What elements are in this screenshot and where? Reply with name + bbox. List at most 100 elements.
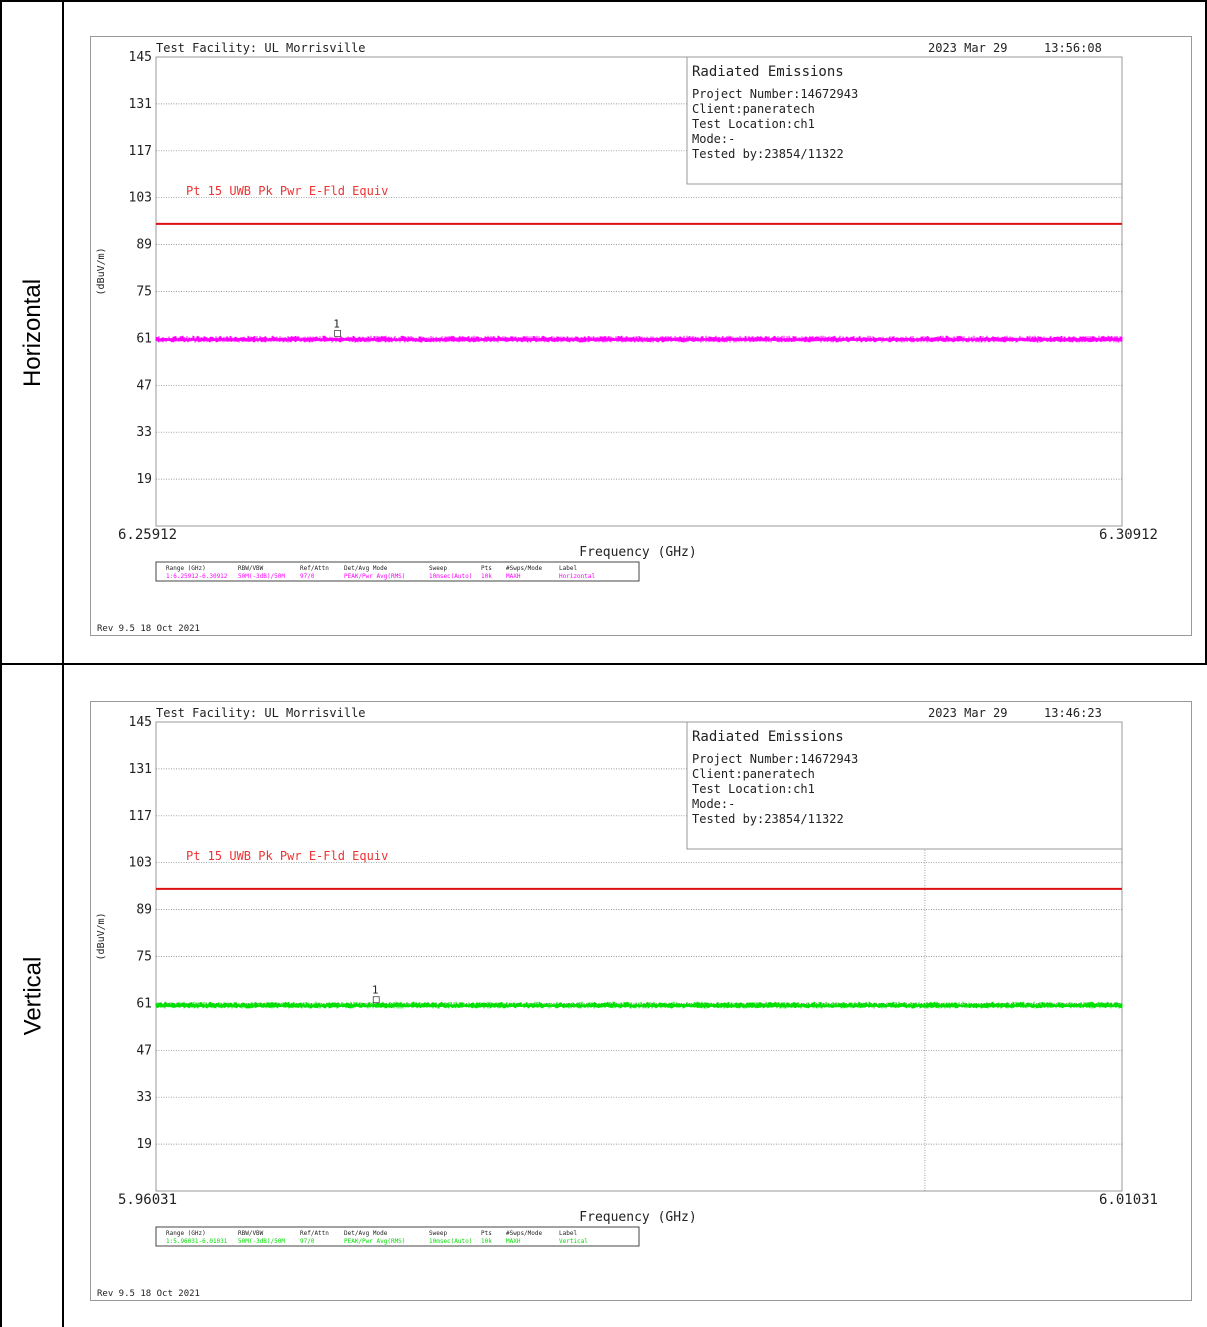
legend-header: Sweep bbox=[429, 565, 447, 572]
row-label-vertical: Vertical bbox=[19, 956, 47, 1036]
legend-header: Det/Avg Mode bbox=[344, 565, 388, 572]
limit-line-label: Pt 15 UWB Pk Pwr E-Fld Equiv bbox=[186, 184, 388, 198]
info-line: Test Location:ch1 bbox=[692, 782, 815, 796]
legend-value: Horizontal bbox=[559, 573, 596, 580]
info-title: Radiated Emissions bbox=[692, 729, 844, 745]
y-tick-label: 33 bbox=[136, 425, 152, 440]
y-tick-label: 103 bbox=[129, 191, 152, 206]
marker-label: 1 bbox=[372, 984, 379, 997]
legend-header: Ref/Attn bbox=[300, 565, 329, 572]
y-tick-label: 61 bbox=[136, 996, 152, 1011]
info-line: Project Number:14672943 bbox=[692, 752, 858, 766]
legend-header: Det/Avg Mode bbox=[344, 1230, 388, 1237]
info-line: Client:paneratech bbox=[692, 767, 815, 781]
legend-header: RBW/VBW bbox=[238, 565, 264, 572]
limit-line-label: Pt 15 UWB Pk Pwr E-Fld Equiv bbox=[186, 849, 388, 863]
legend-value: 1:5.96031-6.01031 bbox=[166, 1238, 228, 1245]
legend-value: 10msec(Auto) bbox=[429, 573, 472, 580]
series-trace bbox=[155, 1001, 1123, 1009]
y-tick-label: 117 bbox=[129, 144, 152, 159]
legend-header: Pts bbox=[481, 565, 492, 572]
info-line: Test Location:ch1 bbox=[692, 117, 815, 131]
y-tick-label: 103 bbox=[129, 856, 152, 871]
x-end-label: 6.30912 bbox=[1099, 527, 1158, 543]
info-line: Client:paneratech bbox=[692, 102, 815, 116]
y-tick-label: 131 bbox=[129, 762, 152, 777]
chart-svg: Test Facility: UL Morrisville 2023 Mar 29… bbox=[90, 701, 1192, 1301]
legend-value: 10k bbox=[481, 1238, 492, 1245]
legend-value: 10k bbox=[481, 573, 492, 580]
test-facility-label: Test Facility: UL Morrisville bbox=[156, 706, 366, 720]
legend-value: MAXH bbox=[506, 1238, 521, 1245]
legend-value: PEAK/Pwr Avg(RMS) bbox=[344, 573, 405, 580]
y-tick-label: 117 bbox=[129, 809, 152, 824]
y-tick-label: 47 bbox=[136, 1043, 152, 1058]
info-line: Mode:- bbox=[692, 797, 735, 811]
y-tick-label: 145 bbox=[129, 50, 152, 65]
row-label-cell: Horizontal bbox=[2, 2, 64, 663]
table-border-right bbox=[1205, 0, 1207, 665]
row-label-horizontal: Horizontal bbox=[19, 278, 47, 387]
y-tick-label: 89 bbox=[136, 903, 152, 918]
y-tick-label: 47 bbox=[136, 378, 152, 393]
info-title: Radiated Emissions bbox=[692, 64, 844, 80]
x-end-label: 6.01031 bbox=[1099, 1192, 1158, 1208]
x-start-label: 5.96031 bbox=[118, 1192, 177, 1208]
table-border-top bbox=[0, 0, 1207, 2]
marker-box bbox=[334, 329, 342, 337]
test-facility-label: Test Facility: UL Morrisville bbox=[156, 41, 366, 55]
legend-value: 10msec(Auto) bbox=[429, 1238, 472, 1245]
legend-header: Range (GHz) bbox=[166, 565, 206, 572]
marker-box bbox=[372, 996, 380, 1004]
table-row-divider bbox=[0, 663, 1207, 665]
legend-header: #Swps/Mode bbox=[506, 565, 543, 572]
info-line: Project Number:14672943 bbox=[692, 87, 858, 101]
chart-vertical: Test Facility: UL Morrisville 2023 Mar 29… bbox=[90, 701, 1192, 1301]
y-tick-label: 75 bbox=[136, 285, 152, 300]
y-tick-label: 131 bbox=[129, 97, 152, 112]
legend-box bbox=[155, 1226, 640, 1247]
x-axis-label: Frequency (GHz) bbox=[579, 1210, 696, 1225]
y-tick-label: 19 bbox=[136, 472, 152, 487]
legend-value: 1:6.25912-6.30912 bbox=[166, 573, 228, 580]
y-tick-label: 75 bbox=[136, 950, 152, 965]
legend-header: Range (GHz) bbox=[166, 1230, 206, 1237]
legend-value: 50M(-3dB)/50M bbox=[238, 573, 285, 580]
info-line: Mode:- bbox=[692, 132, 735, 146]
header-date: 2023 Mar 29 bbox=[928, 706, 1007, 720]
legend-header: Label bbox=[559, 565, 577, 572]
legend-value: MAXH bbox=[506, 573, 521, 580]
legend-value: 97/0 bbox=[300, 573, 315, 580]
marker-label: 1 bbox=[333, 317, 340, 330]
legend-value: Vertical bbox=[559, 1238, 588, 1245]
legend-header: Ref/Attn bbox=[300, 1230, 329, 1237]
header-time: 13:46:23 bbox=[1044, 706, 1102, 720]
legend-header: Label bbox=[559, 1230, 577, 1237]
header-date: 2023 Mar 29 bbox=[928, 41, 1007, 55]
series-trace bbox=[155, 335, 1123, 343]
y-axis-label: (dBuV/m) bbox=[96, 247, 107, 295]
legend-header: Sweep bbox=[429, 1230, 447, 1237]
legend-header: #Swps/Mode bbox=[506, 1230, 543, 1237]
legend-value: 50M(-3dB)/50M bbox=[238, 1238, 285, 1245]
info-line: Tested by:23854/11322 bbox=[692, 812, 844, 826]
legend-header: RBW/VBW bbox=[238, 1230, 264, 1237]
header-time: 13:56:08 bbox=[1044, 41, 1102, 55]
y-tick-label: 19 bbox=[136, 1137, 152, 1152]
footer-rev: Rev 9.5 18 Oct 2021 bbox=[97, 1289, 200, 1299]
legend-value: 97/0 bbox=[300, 1238, 315, 1245]
y-tick-label: 145 bbox=[129, 715, 152, 730]
x-start-label: 6.25912 bbox=[118, 527, 177, 543]
x-axis-label: Frequency (GHz) bbox=[579, 545, 696, 560]
y-tick-label: 89 bbox=[136, 238, 152, 253]
chart-horizontal: Test Facility: UL Morrisville 2023 Mar 29… bbox=[90, 36, 1192, 636]
y-tick-label: 61 bbox=[136, 331, 152, 346]
chart-svg: Test Facility: UL Morrisville 2023 Mar 29… bbox=[90, 36, 1192, 636]
legend-value: PEAK/Pwr Avg(RMS) bbox=[344, 1238, 405, 1245]
row-label-cell: Vertical bbox=[2, 665, 64, 1327]
info-box bbox=[686, 56, 1123, 185]
y-tick-label: 33 bbox=[136, 1090, 152, 1105]
info-line: Tested by:23854/11322 bbox=[692, 147, 844, 161]
info-box bbox=[686, 721, 1123, 850]
